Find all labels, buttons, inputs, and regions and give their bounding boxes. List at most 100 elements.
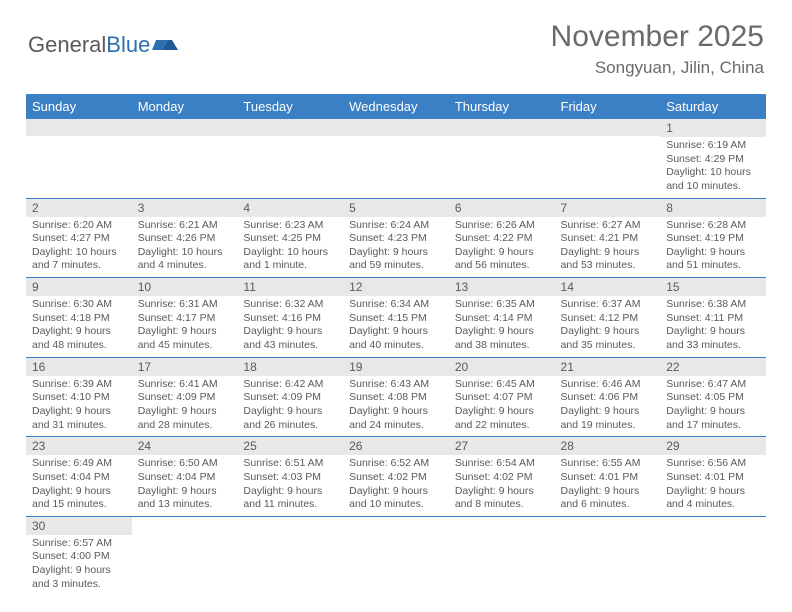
day-content: Sunrise: 6:30 AMSunset: 4:18 PMDaylight:… [26, 296, 132, 357]
day-number [555, 517, 661, 534]
day-content [449, 534, 555, 586]
day-content: Sunrise: 6:43 AMSunset: 4:08 PMDaylight:… [343, 376, 449, 437]
day-content [449, 136, 555, 188]
day-number [449, 119, 555, 136]
weekday-header: Monday [132, 94, 238, 119]
day-content [343, 534, 449, 586]
calendar-cell: 3Sunrise: 6:21 AMSunset: 4:26 PMDaylight… [132, 198, 238, 278]
day-content: Sunrise: 6:38 AMSunset: 4:11 PMDaylight:… [660, 296, 766, 357]
day-number [555, 119, 661, 136]
calendar-week-row: 1Sunrise: 6:19 AMSunset: 4:29 PMDaylight… [26, 119, 766, 198]
day-number: 26 [343, 437, 449, 455]
day-number: 25 [237, 437, 343, 455]
sunrise-line: Sunrise: 6:52 AM [349, 457, 443, 471]
sunset-line: Sunset: 4:17 PM [138, 312, 232, 326]
calendar-cell: 13Sunrise: 6:35 AMSunset: 4:14 PMDayligh… [449, 278, 555, 358]
daylight-line: Daylight: 9 hours and 24 minutes. [349, 405, 443, 432]
day-number [449, 517, 555, 534]
sunrise-line: Sunrise: 6:54 AM [455, 457, 549, 471]
sunset-line: Sunset: 4:04 PM [32, 471, 126, 485]
day-number [343, 119, 449, 136]
day-content [132, 534, 238, 586]
calendar-cell: 27Sunrise: 6:54 AMSunset: 4:02 PMDayligh… [449, 437, 555, 517]
sunset-line: Sunset: 4:16 PM [243, 312, 337, 326]
calendar-cell: 20Sunrise: 6:45 AMSunset: 4:07 PMDayligh… [449, 357, 555, 437]
day-number: 19 [343, 358, 449, 376]
month-title: November 2025 [551, 20, 764, 54]
day-number [132, 119, 238, 136]
sunrise-line: Sunrise: 6:37 AM [561, 298, 655, 312]
day-number [237, 119, 343, 136]
sunrise-line: Sunrise: 6:57 AM [32, 537, 126, 551]
sunrise-line: Sunrise: 6:46 AM [561, 378, 655, 392]
day-content: Sunrise: 6:28 AMSunset: 4:19 PMDaylight:… [660, 217, 766, 278]
sunrise-line: Sunrise: 6:31 AM [138, 298, 232, 312]
sunrise-line: Sunrise: 6:38 AM [666, 298, 760, 312]
weekday-header: Friday [555, 94, 661, 119]
calendar-cell: 30Sunrise: 6:57 AMSunset: 4:00 PMDayligh… [26, 516, 132, 595]
day-number: 3 [132, 199, 238, 217]
calendar-cell [449, 119, 555, 198]
day-number: 6 [449, 199, 555, 217]
day-content: Sunrise: 6:23 AMSunset: 4:25 PMDaylight:… [237, 217, 343, 278]
day-number [26, 119, 132, 136]
day-content: Sunrise: 6:19 AMSunset: 4:29 PMDaylight:… [660, 137, 766, 198]
day-content: Sunrise: 6:47 AMSunset: 4:05 PMDaylight:… [660, 376, 766, 437]
calendar-cell: 14Sunrise: 6:37 AMSunset: 4:12 PMDayligh… [555, 278, 661, 358]
day-content: Sunrise: 6:56 AMSunset: 4:01 PMDaylight:… [660, 455, 766, 516]
day-content: Sunrise: 6:20 AMSunset: 4:27 PMDaylight:… [26, 217, 132, 278]
sunset-line: Sunset: 4:27 PM [32, 232, 126, 246]
daylight-line: Daylight: 9 hours and 19 minutes. [561, 405, 655, 432]
sunset-line: Sunset: 4:29 PM [666, 153, 760, 167]
header: GeneralBlue November 2025 Songyuan, Jili… [0, 0, 792, 86]
daylight-line: Daylight: 9 hours and 17 minutes. [666, 405, 760, 432]
calendar-week-row: 30Sunrise: 6:57 AMSunset: 4:00 PMDayligh… [26, 516, 766, 595]
sunrise-line: Sunrise: 6:20 AM [32, 219, 126, 233]
day-number: 11 [237, 278, 343, 296]
day-content: Sunrise: 6:34 AMSunset: 4:15 PMDaylight:… [343, 296, 449, 357]
calendar-week-row: 16Sunrise: 6:39 AMSunset: 4:10 PMDayligh… [26, 357, 766, 437]
day-number: 7 [555, 199, 661, 217]
day-number: 2 [26, 199, 132, 217]
day-number: 27 [449, 437, 555, 455]
sunset-line: Sunset: 4:01 PM [666, 471, 760, 485]
day-content: Sunrise: 6:51 AMSunset: 4:03 PMDaylight:… [237, 455, 343, 516]
sunset-line: Sunset: 4:07 PM [455, 391, 549, 405]
day-content: Sunrise: 6:26 AMSunset: 4:22 PMDaylight:… [449, 217, 555, 278]
daylight-line: Daylight: 9 hours and 4 minutes. [666, 485, 760, 512]
sunset-line: Sunset: 4:09 PM [243, 391, 337, 405]
calendar-week-row: 9Sunrise: 6:30 AMSunset: 4:18 PMDaylight… [26, 278, 766, 358]
calendar-cell [237, 516, 343, 595]
calendar-cell: 11Sunrise: 6:32 AMSunset: 4:16 PMDayligh… [237, 278, 343, 358]
calendar-cell: 10Sunrise: 6:31 AMSunset: 4:17 PMDayligh… [132, 278, 238, 358]
sunrise-line: Sunrise: 6:21 AM [138, 219, 232, 233]
day-content: Sunrise: 6:39 AMSunset: 4:10 PMDaylight:… [26, 376, 132, 437]
sunset-line: Sunset: 4:05 PM [666, 391, 760, 405]
day-number: 4 [237, 199, 343, 217]
sunset-line: Sunset: 4:15 PM [349, 312, 443, 326]
calendar-cell: 21Sunrise: 6:46 AMSunset: 4:06 PMDayligh… [555, 357, 661, 437]
daylight-line: Daylight: 10 hours and 1 minute. [243, 246, 337, 273]
sunrise-line: Sunrise: 6:42 AM [243, 378, 337, 392]
sunset-line: Sunset: 4:19 PM [666, 232, 760, 246]
day-number: 30 [26, 517, 132, 535]
day-content: Sunrise: 6:37 AMSunset: 4:12 PMDaylight:… [555, 296, 661, 357]
sunset-line: Sunset: 4:02 PM [455, 471, 549, 485]
calendar-cell: 15Sunrise: 6:38 AMSunset: 4:11 PMDayligh… [660, 278, 766, 358]
sunset-line: Sunset: 4:14 PM [455, 312, 549, 326]
daylight-line: Daylight: 9 hours and 43 minutes. [243, 325, 337, 352]
day-number [237, 517, 343, 534]
calendar-week-row: 23Sunrise: 6:49 AMSunset: 4:04 PMDayligh… [26, 437, 766, 517]
calendar-cell [343, 119, 449, 198]
sunset-line: Sunset: 4:10 PM [32, 391, 126, 405]
day-content [343, 136, 449, 188]
weekday-header: Sunday [26, 94, 132, 119]
daylight-line: Daylight: 9 hours and 13 minutes. [138, 485, 232, 512]
calendar-cell: 28Sunrise: 6:55 AMSunset: 4:01 PMDayligh… [555, 437, 661, 517]
daylight-line: Daylight: 9 hours and 48 minutes. [32, 325, 126, 352]
logo: GeneralBlue [28, 32, 178, 58]
sunrise-line: Sunrise: 6:43 AM [349, 378, 443, 392]
day-content: Sunrise: 6:24 AMSunset: 4:23 PMDaylight:… [343, 217, 449, 278]
day-content: Sunrise: 6:32 AMSunset: 4:16 PMDaylight:… [237, 296, 343, 357]
daylight-line: Daylight: 9 hours and 56 minutes. [455, 246, 549, 273]
